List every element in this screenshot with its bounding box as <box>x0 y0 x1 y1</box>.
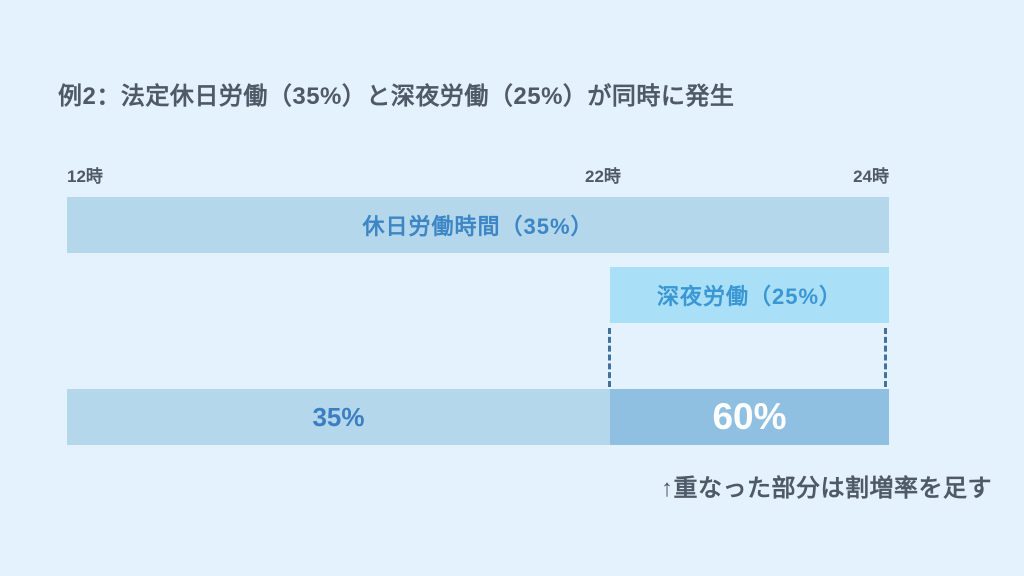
overlap-start-dashed-line <box>608 328 611 387</box>
timeline-tick-24h: 24時 <box>853 167 889 186</box>
night-work-bar: 深夜労働（25%） <box>610 267 889 323</box>
result-rate-bar: 35% 60% <box>67 389 889 445</box>
overlap-end-dashed-line <box>884 328 887 387</box>
timeline-tick-22h: 22時 <box>585 167 621 186</box>
result-combined-rate-segment: 60% <box>610 389 889 445</box>
result-base-rate-segment: 35% <box>67 389 610 445</box>
overlap-annotation: ↑重なった部分は割増率を足す <box>661 475 992 502</box>
page-title: 例2：法定休日労働（35%）と深夜労働（25%）が同時に発生 <box>58 83 735 110</box>
holiday-work-bar: 休日労働時間（35%） <box>67 197 889 253</box>
result-base-rate-label: 35% <box>312 401 365 432</box>
result-combined-rate-label: 60% <box>712 396 787 437</box>
night-work-bar-label: 深夜労働（25%） <box>656 284 843 309</box>
holiday-work-bar-label: 休日労働時間（35%） <box>362 214 594 239</box>
timeline-tick-12h: 12時 <box>67 167 103 186</box>
